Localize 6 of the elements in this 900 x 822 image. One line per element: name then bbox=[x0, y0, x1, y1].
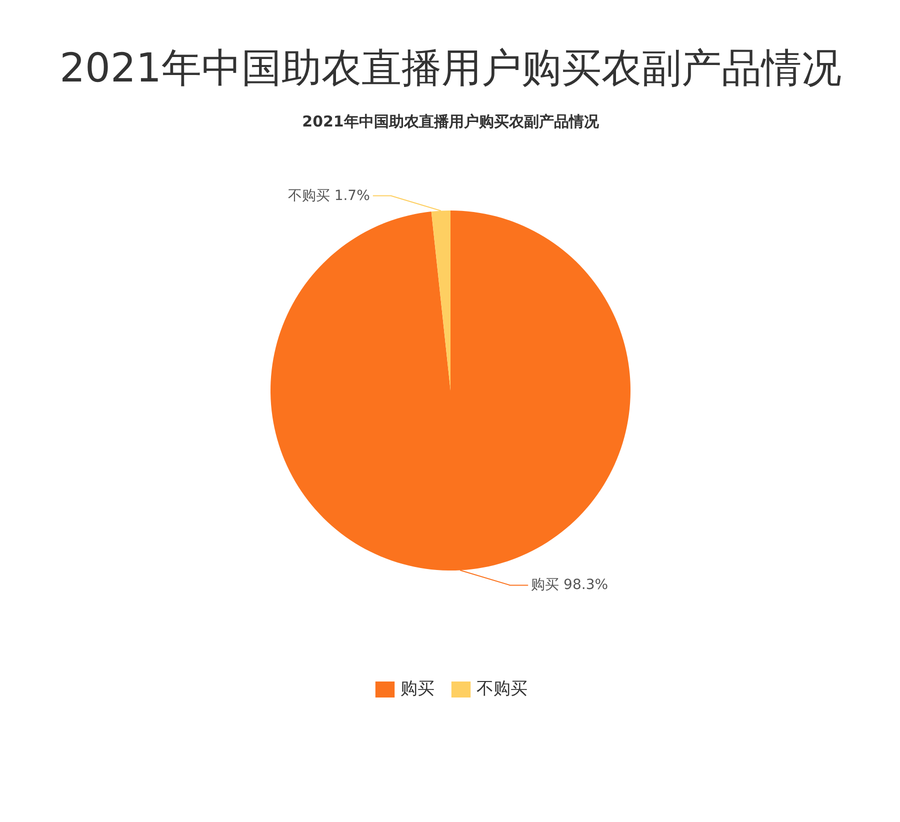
chart-subtitle: 2021年中国助农直播用户购买农副产品情况 bbox=[302, 112, 600, 130]
legend-label: 不购买 bbox=[476, 678, 528, 700]
chart-title: 2021年中国助农直播用户购买农副产品情况 bbox=[60, 46, 842, 92]
data-label: 不购买 1.7% bbox=[288, 188, 370, 204]
data-label: 购买 98.3% bbox=[531, 577, 608, 594]
legend-label: 购买 bbox=[400, 678, 434, 700]
